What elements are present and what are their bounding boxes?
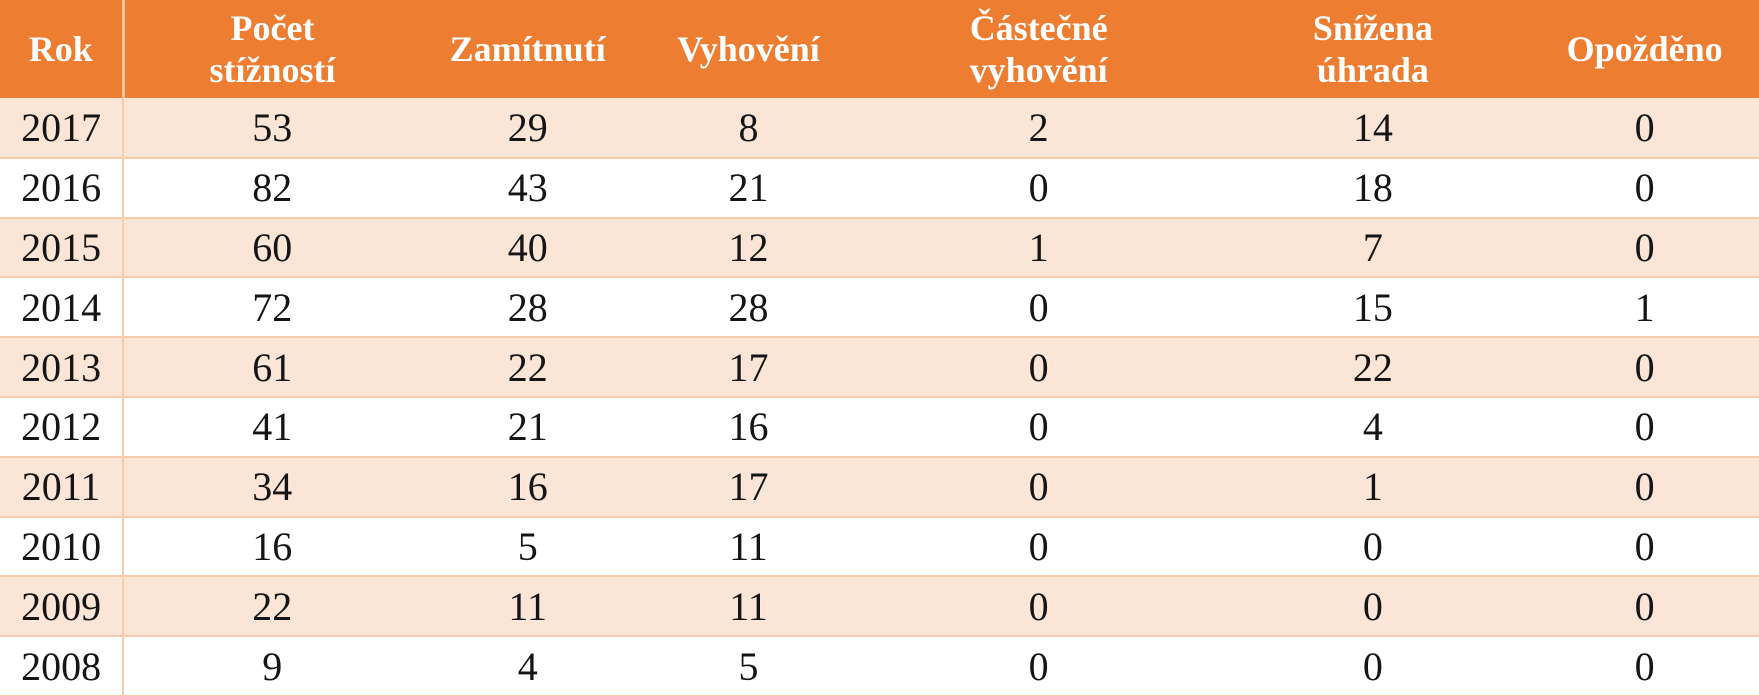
- value-cell: 0: [1215, 515, 1531, 577]
- value-cell: 16: [123, 515, 421, 577]
- value-cell: 82: [123, 156, 421, 218]
- value-cell: 1: [1215, 455, 1531, 517]
- value-cell: 0: [1530, 336, 1759, 397]
- header-row: Rok Počet stížností Zamítnutí Vyhovění Částe…: [0, 0, 1759, 98]
- table-body: 2017 53 29 8 2 14 0 2016 82 43 21 0 18 0 2015 60 40 12 1 7 0…: [0, 98, 1759, 696]
- value-cell: 16: [634, 395, 862, 457]
- value-cell: 40: [420, 216, 635, 278]
- value-cell: 17: [634, 455, 862, 517]
- value-cell: 60: [123, 216, 421, 278]
- value-cell: 0: [1634, 104, 1655, 150]
- value-cell: 8: [738, 104, 759, 150]
- value-cell: 5: [634, 635, 862, 696]
- value-cell: 0: [1530, 455, 1759, 517]
- value-cell: 9: [123, 635, 421, 696]
- value-cell: 0: [861, 575, 1216, 637]
- table-row-2010: 2010 16 5 11 0 0 0: [0, 515, 1759, 577]
- value-cell: 28: [634, 276, 862, 338]
- value-cell: 16: [420, 455, 635, 517]
- table-row-2012: 2012 41 21 16 0 4 0: [0, 395, 1759, 457]
- column-header-zamitnuti: Zamítnutí: [420, 0, 635, 98]
- value-cell: 34: [123, 455, 421, 517]
- value-cell: 28: [420, 276, 635, 338]
- value-cell: 0: [1530, 515, 1759, 577]
- value-cell: 43: [420, 156, 635, 218]
- value-cell: 12: [634, 216, 862, 278]
- value-cell: 2: [1028, 104, 1049, 150]
- value-cell: 17: [634, 336, 862, 397]
- table-row-2015: 2015 60 40 12 1 7 0: [0, 216, 1759, 278]
- value-cell: 53: [252, 104, 293, 150]
- value-cell: 11: [634, 575, 862, 637]
- value-cell: 1: [1530, 276, 1759, 338]
- value-cell: 0: [861, 455, 1216, 517]
- value-cell: 0: [1530, 575, 1759, 637]
- value-cell: 0: [1530, 395, 1759, 457]
- year-cell: 2009: [0, 575, 125, 637]
- year-cell: 2017: [0, 98, 125, 158]
- value-cell: 0: [861, 336, 1216, 397]
- value-cell: 72: [123, 276, 421, 338]
- value-cell: 0: [861, 156, 1216, 218]
- year-cell: 2015: [0, 216, 125, 278]
- value-cell: 0: [861, 395, 1216, 457]
- column-header-vyhoveni: Vyhovění: [634, 0, 862, 98]
- table-row-2016: 2016 82 43 21 0 18 0: [0, 156, 1759, 218]
- year-cell: 2010: [0, 515, 125, 577]
- year-cell: 2011: [0, 455, 125, 517]
- column-header-pocet: Počet stížností: [123, 0, 421, 98]
- year-cell: 2008: [0, 635, 125, 696]
- year-cell: 2016: [0, 156, 125, 218]
- value-cell: 4: [1215, 395, 1531, 457]
- year-cell: 2013: [0, 336, 125, 397]
- value-cell: 4: [420, 635, 635, 696]
- value-cell: 0: [861, 276, 1216, 338]
- table-row-2014: 2014 72 28 28 0 15 1: [0, 276, 1759, 338]
- table-row-2013: 2013 61 22 17 0 22 0: [0, 336, 1759, 397]
- value-cell: 0: [861, 635, 1216, 696]
- column-header-snizena: Snížena úhrada: [1215, 0, 1531, 98]
- value-cell: 18: [1215, 156, 1531, 218]
- year-cell: 2014: [0, 276, 125, 338]
- value-cell: 15: [1215, 276, 1531, 338]
- value-cell: 29: [507, 104, 548, 150]
- value-cell: 0: [1530, 216, 1759, 278]
- value-cell: 7: [1215, 216, 1531, 278]
- value-cell: 0: [1215, 635, 1531, 696]
- value-cell: 0: [1530, 156, 1759, 218]
- table-row-2017: 2017 53 29 8 2 14 0: [0, 98, 1759, 158]
- value-cell: 1: [861, 216, 1216, 278]
- value-cell: 61: [123, 336, 421, 397]
- column-header-castecne: Částečné vyhovění: [861, 0, 1216, 98]
- column-header-rok: Rok: [0, 0, 125, 98]
- value-cell: 5: [420, 515, 635, 577]
- value-cell: 22: [1215, 336, 1531, 397]
- value-cell: 41: [123, 395, 421, 457]
- table-row-2009: 2009 22 11 11 0 0 0: [0, 575, 1759, 637]
- value-cell: 0: [861, 515, 1216, 577]
- value-cell: 11: [634, 515, 862, 577]
- value-cell: 11: [420, 575, 635, 637]
- value-cell: 22: [420, 336, 635, 397]
- year-cell: 2012: [0, 395, 125, 457]
- value-cell: 0: [1215, 575, 1531, 637]
- value-cell: 21: [634, 156, 862, 218]
- table-row-2011: 2011 34 16 17 0 1 0: [0, 455, 1759, 517]
- value-cell: 22: [123, 575, 421, 637]
- value-cell: 21: [420, 395, 635, 457]
- value-cell: 0: [1530, 635, 1759, 696]
- value-cell: 14: [1352, 104, 1393, 150]
- table-row-2008: 2008 9 4 5 0 0 0: [0, 635, 1759, 696]
- column-header-opozdeno: Opožděno: [1530, 0, 1759, 98]
